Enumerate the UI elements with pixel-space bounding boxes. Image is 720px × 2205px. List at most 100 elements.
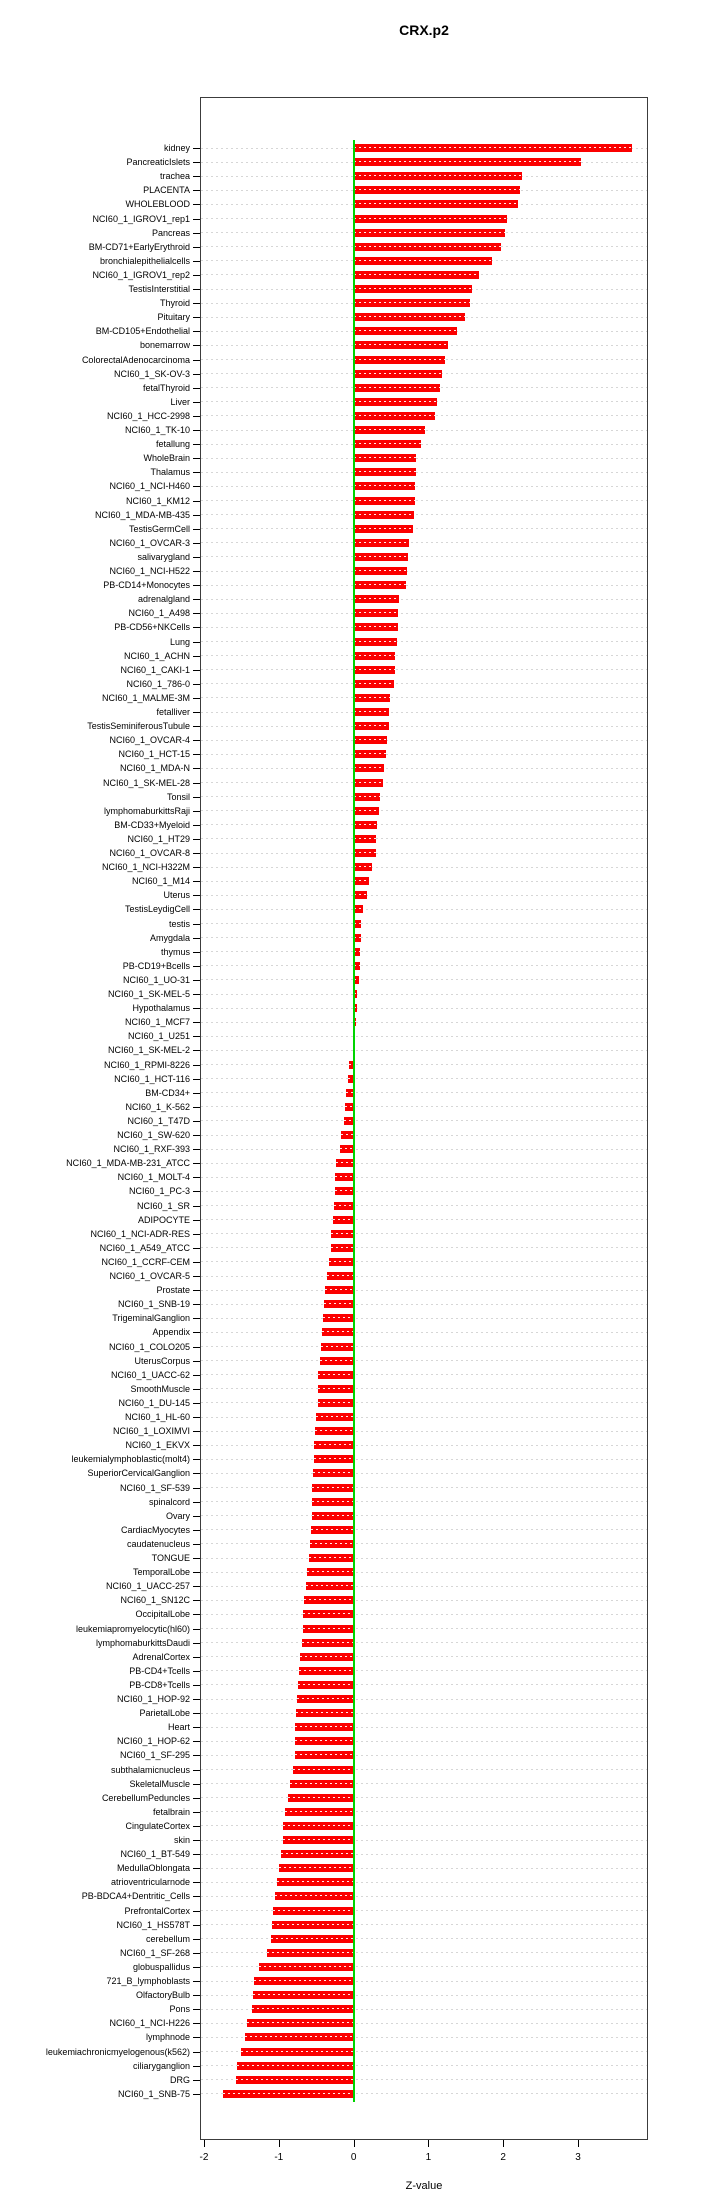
x-tick-label: 0: [350, 2152, 357, 2163]
bar: [353, 538, 409, 547]
bar: [353, 482, 415, 491]
category-label: NCI60_1_RXF-393: [113, 1144, 190, 1155]
category-label: Ovary: [165, 1510, 190, 1521]
category-label: TestisSeminiferousTubule: [87, 721, 190, 732]
bar-grid-overlay: [353, 711, 390, 712]
bar: [353, 792, 380, 801]
bar: [344, 1102, 354, 1111]
bar-grid-overlay: [353, 767, 385, 769]
category-gridline: [201, 880, 647, 882]
bar: [287, 1793, 354, 1802]
category-label: NCI60_1_HCT-116: [114, 1073, 190, 1084]
bar-grid-overlay: [312, 1500, 354, 1502]
bar: [281, 1850, 354, 1859]
bar: [353, 454, 417, 463]
category-axis-tick: [193, 853, 200, 854]
category-axis-tick: [193, 1191, 200, 1193]
bar-grid-overlay: [353, 400, 438, 402]
category-gridline: [201, 1797, 647, 1799]
bar-grid-overlay: [318, 1373, 354, 1375]
bar: [302, 1624, 354, 1633]
category-label: NCI60_1_EKVX: [125, 1440, 190, 1451]
bar-grid-overlay: [313, 1444, 354, 1446]
bar-grid-overlay: [328, 1260, 354, 1262]
category-axis-tick: [193, 2009, 200, 2011]
category-axis-tick: [193, 331, 200, 333]
category-label: fetalThyroid: [142, 382, 190, 393]
category-axis-tick: [193, 838, 200, 840]
category-label: NCI60_1_LOXIMVI: [112, 1426, 190, 1437]
bar-grid-overlay: [353, 739, 388, 741]
bar-grid-overlay: [287, 1796, 354, 1798]
bar-grid-overlay: [270, 1937, 354, 1939]
category-gridline: [201, 1754, 647, 1756]
category-gridline: [201, 1219, 647, 1221]
bar-grid-overlay: [353, 414, 436, 416]
category-label: cerebellum: [145, 1933, 190, 1944]
category-label: Tonsil: [166, 791, 190, 802]
bar: [353, 693, 391, 702]
category-label: NCI60_1_CCRF-CEM: [101, 1256, 190, 1267]
category-axis-tick: [193, 1628, 200, 1630]
bar: [353, 877, 369, 886]
bar: [343, 1116, 354, 1125]
category-axis-tick: [193, 1036, 200, 1038]
category-axis-tick: [193, 387, 200, 389]
bar: [332, 1215, 354, 1224]
category-label: NCI60_1_NCI-H522: [109, 566, 190, 576]
bar: [334, 1173, 354, 1182]
bar: [353, 270, 479, 279]
category-axis-tick: [193, 514, 200, 516]
category-axis-tick: [193, 1135, 200, 1136]
category-label: NCI60_1_SK-OV-3: [113, 368, 190, 379]
category-gridline: [201, 1472, 647, 1474]
bar-grid-overlay: [353, 753, 386, 755]
bar-grid-overlay: [302, 1627, 354, 1629]
category-axis-tick: [193, 1402, 200, 1404]
x-axis-tick: [428, 2140, 430, 2147]
category-label: NCI60_1_UACC-257: [105, 1581, 190, 1592]
category-axis-tick: [193, 1177, 200, 1179]
bar-grid-overlay: [353, 978, 359, 980]
bar: [353, 355, 445, 364]
category-gridline: [201, 1078, 647, 1080]
bar: [353, 440, 421, 449]
category-axis-tick: [193, 1966, 200, 1968]
category-axis-tick: [193, 444, 200, 446]
bar-grid-overlay: [245, 2036, 354, 2038]
category-gridline: [201, 1670, 647, 1672]
category-label: NCI60_1_COLO205: [108, 1341, 190, 1352]
bar: [353, 820, 377, 829]
category-axis-tick: [193, 726, 200, 728]
category-axis-tick: [193, 542, 200, 544]
bar: [247, 2019, 354, 2028]
category-axis-tick: [193, 1120, 200, 1122]
category-gridline: [201, 1783, 647, 1785]
category-label: adrenalgland: [137, 594, 190, 605]
category-gridline: [201, 1867, 647, 1869]
category-gridline: [201, 1656, 647, 1658]
category-label: NCI60_1_786-0: [126, 678, 190, 689]
category-label: NCI60_1_HCT-15: [118, 749, 190, 760]
category-axis-tick: [193, 1092, 200, 1094]
category-label: PB-CD19+Bcells: [122, 960, 190, 971]
bar-grid-overlay: [353, 880, 369, 882]
bar-grid-overlay: [334, 1204, 354, 1206]
category-gridline: [201, 838, 647, 840]
category-label: Prostate: [156, 1285, 190, 1296]
bar: [353, 990, 358, 998]
category-label: ColorectalAdenocarcinoma: [81, 354, 190, 365]
bar-grid-overlay: [348, 1077, 354, 1079]
category-label: PrefrontalCortex: [124, 1905, 190, 1916]
category-label: NCI60_1_OVCAR-8: [109, 848, 190, 858]
category-label: fetalbrain: [152, 1806, 190, 1817]
bar-grid-overlay: [310, 1542, 354, 1544]
category-gridline: [201, 570, 647, 572]
category-label: Lung: [169, 636, 190, 647]
category-label: NCI60_1_SK-MEL-5: [107, 989, 190, 999]
category-axis-tick: [193, 1445, 200, 1447]
category-axis-tick: [193, 627, 200, 629]
category-label: TrigeminalGanglion: [112, 1313, 190, 1324]
bar: [304, 1596, 354, 1605]
category-axis-tick: [193, 458, 200, 460]
